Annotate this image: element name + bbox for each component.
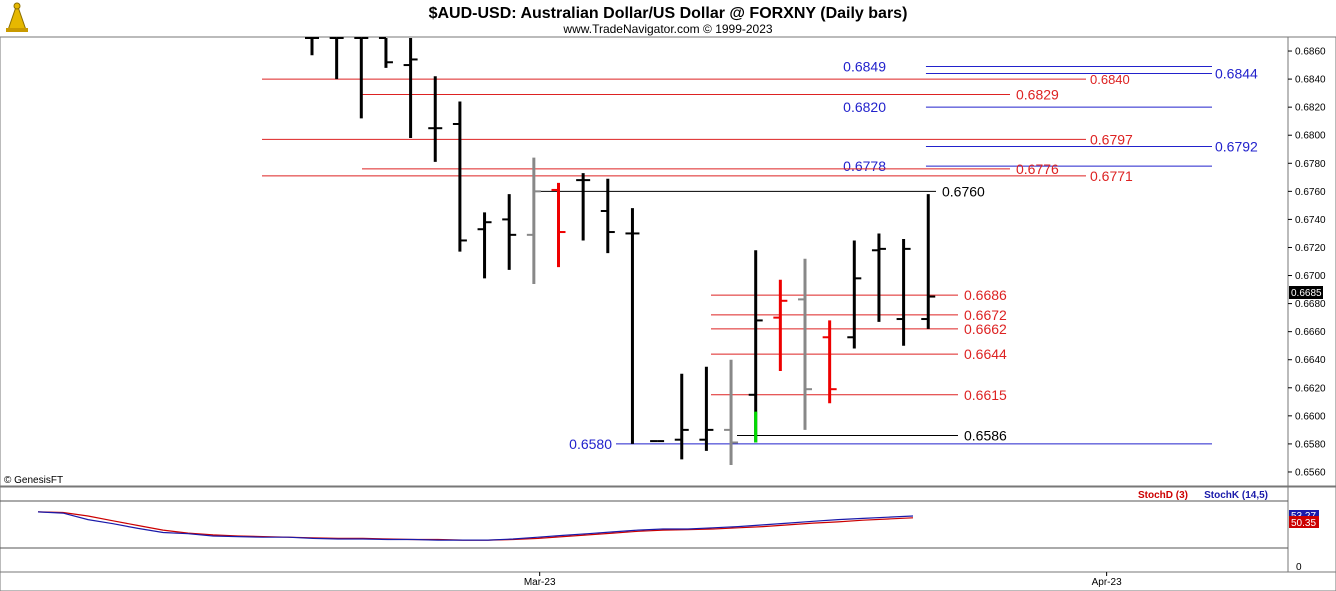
price-tick-label: 0.6580 <box>1295 439 1326 450</box>
price-tick-label: 0.6860 <box>1295 47 1326 58</box>
price-tick-label: 0.6820 <box>1295 103 1326 114</box>
level-label: 0.6760 <box>942 183 985 199</box>
price-pane <box>0 36 1289 487</box>
price-tick-label: 0.6720 <box>1295 243 1326 254</box>
stochd-readout: 50.35 <box>1291 518 1316 529</box>
level-label: 0.6792 <box>1215 138 1258 154</box>
stochastic-lines <box>37 511 914 541</box>
price-tick-label: 0.6800 <box>1295 131 1326 142</box>
watermark: © GenesisFT <box>4 475 63 486</box>
level-label: 0.6778 <box>843 158 886 174</box>
level-label: 0.6580 <box>569 436 612 452</box>
legend-stochk: StochK (14,5) <box>1204 490 1268 501</box>
price-tick-label: 0.6840 <box>1295 75 1326 86</box>
time-labels: Mar-23 Apr-23 <box>524 572 1122 588</box>
price-tick-label: 0.6780 <box>1295 159 1326 170</box>
time-tick-label: Apr-23 <box>1092 577 1122 588</box>
price-ticks: 0.6860 0.6840 0.6820 0.6800 0.6780 0.6760 0.67… <box>1288 47 1326 478</box>
stochk-tag <box>1289 510 1319 521</box>
stoch-axis-zero: 0 <box>1296 562 1302 573</box>
level-label: 0.6662 <box>964 321 1007 337</box>
level-label: 0.6829 <box>1016 87 1059 103</box>
legend-stochd: StochD (3) <box>1138 490 1188 501</box>
level-label: 0.6776 <box>1016 161 1059 177</box>
level-label: 0.6672 <box>964 307 1007 323</box>
level-label: 0.6586 <box>964 427 1007 443</box>
price-tick-label: 0.6620 <box>1295 383 1326 394</box>
price-tick-label: 0.6760 <box>1295 187 1326 198</box>
level-label: 0.6797 <box>1090 131 1133 147</box>
price-levels: 0.6849 0.6844 0.6840 0.6829 0.6820 0.6797 0.67… <box>262 58 1258 452</box>
price-tick-label: 0.6660 <box>1295 327 1326 338</box>
price-tick-label: 0.6700 <box>1295 271 1326 282</box>
last-price-label: 0.6685 <box>1291 288 1322 299</box>
level-label: 0.6849 <box>843 58 886 74</box>
ohlc-bars <box>305 37 936 465</box>
price-tick-label: 0.6640 <box>1295 355 1326 366</box>
level-label: 0.6615 <box>964 387 1007 403</box>
price-tick-label: 0.6740 <box>1295 215 1326 226</box>
level-label: 0.6820 <box>843 99 886 115</box>
time-tick-label: Mar-23 <box>524 577 556 588</box>
chart-title: $AUD-USD: Australian Dollar/US Dollar @ … <box>429 5 908 22</box>
last-price-tag <box>1289 286 1323 299</box>
logo-icon <box>6 2 28 32</box>
stochd-tag <box>1289 516 1319 528</box>
price-axis <box>1287 36 1336 487</box>
chart-subtitle: www.TradeNavigator.com © 1999-2023 <box>562 22 772 36</box>
stochastic-axis <box>1287 486 1336 573</box>
price-tick-label: 0.6680 <box>1295 299 1326 310</box>
time-axis <box>0 571 1336 591</box>
level-label: 0.6844 <box>1215 65 1258 81</box>
stochk-line <box>37 511 914 541</box>
level-label: 0.6771 <box>1090 168 1133 184</box>
price-tick-label: 0.6600 <box>1295 411 1326 422</box>
level-label: 0.6840 <box>1090 72 1130 87</box>
price-tick-label: 0.6560 <box>1295 467 1326 478</box>
level-label: 0.6644 <box>964 346 1007 362</box>
level-label: 0.6686 <box>964 287 1007 303</box>
